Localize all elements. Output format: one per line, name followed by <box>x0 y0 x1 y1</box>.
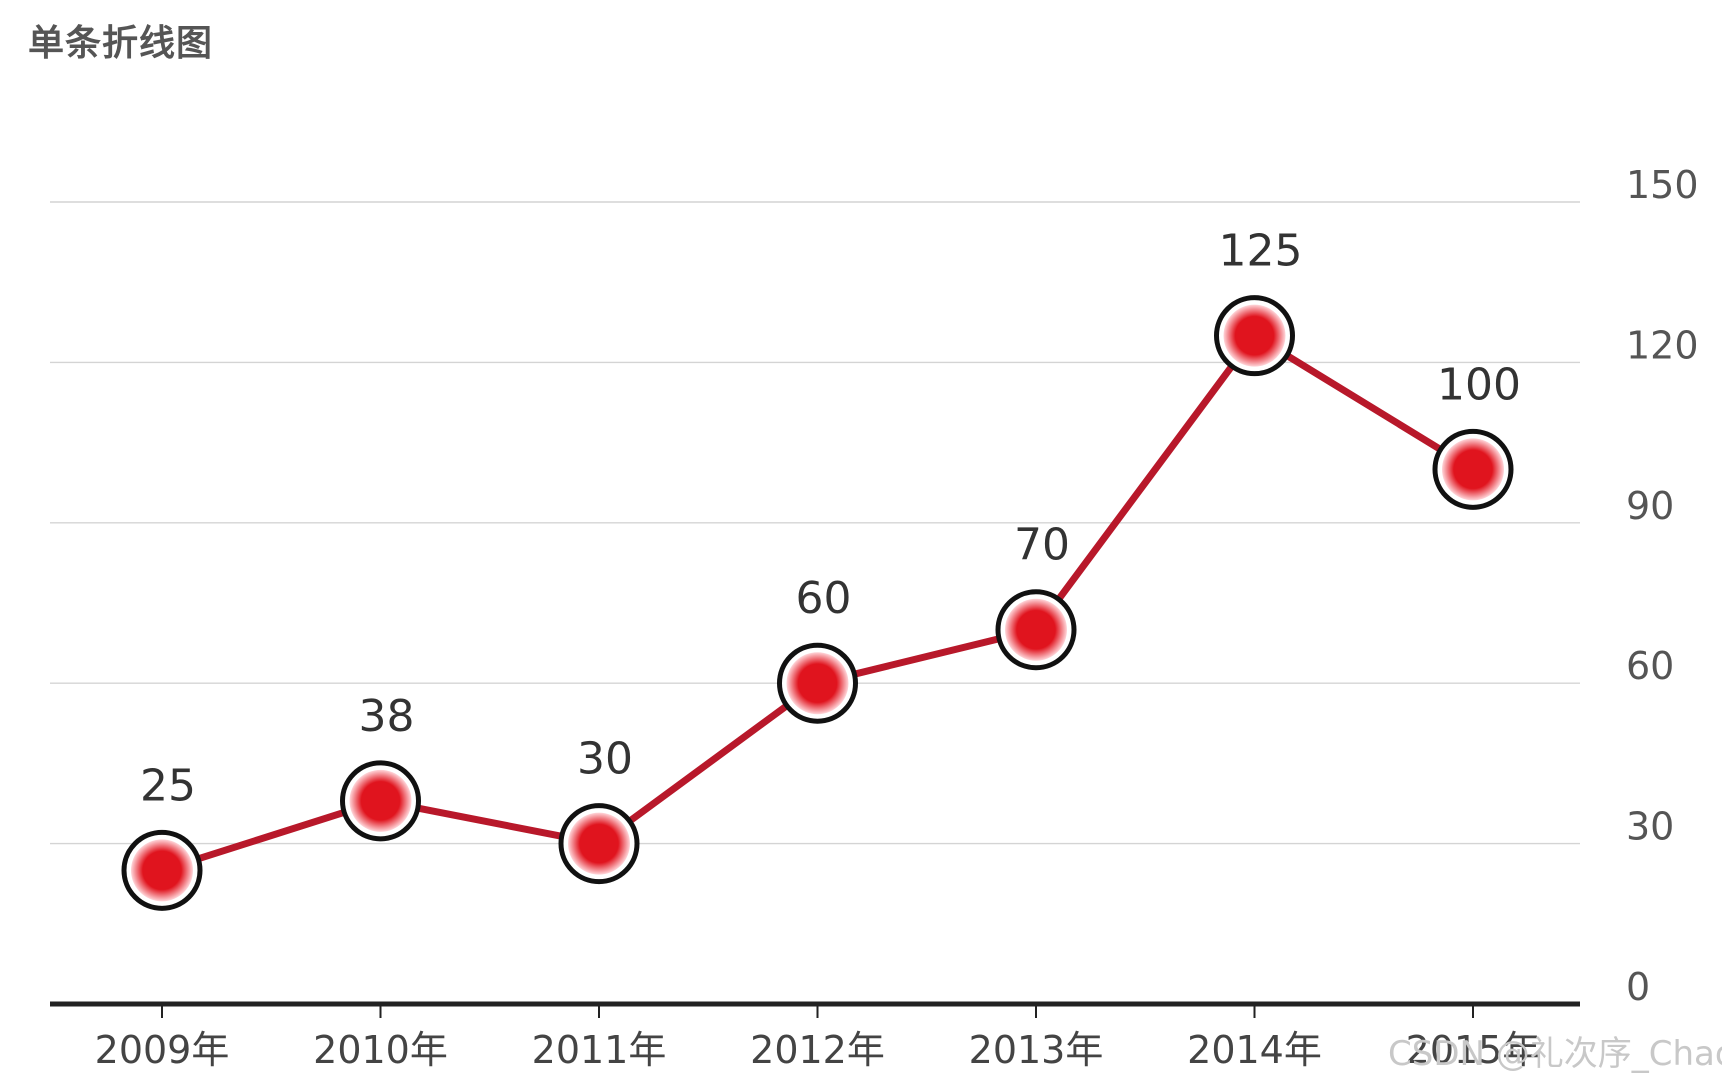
chart-title: 单条折线图 <box>28 23 214 64</box>
y-tick-label-60: 60 <box>1626 644 1674 688</box>
marker-dot-0 <box>131 839 193 902</box>
data-point-2 <box>558 803 640 885</box>
watermark: CSDN @礼次序_Chaos <box>1388 1034 1722 1074</box>
x-tick-label-1: 2010年 <box>313 1028 448 1072</box>
marker-dot-4 <box>1005 598 1067 661</box>
y-axis-labels: 0 30 60 90 120 150 <box>1626 163 1699 1009</box>
x-tick-label-4: 2013年 <box>969 1028 1104 1072</box>
y-tick-label-120: 120 <box>1626 323 1699 367</box>
data-labels: 25 38 30 60 70 125 100 <box>140 226 1521 812</box>
x-tick-label-6: 2015年 <box>1406 1028 1541 1072</box>
marker-dot-6 <box>1442 438 1504 501</box>
data-point-1 <box>340 760 421 842</box>
x-tick-label-5: 2014年 <box>1187 1028 1322 1072</box>
y-tick-label-90: 90 <box>1626 484 1674 528</box>
data-label-0: 25 <box>140 760 196 811</box>
x-axis-labels: 2009年 2010年 2011年 2012年 2013年 2014年 2015年 <box>95 1028 1541 1072</box>
marker-dot-1 <box>349 769 412 832</box>
data-label-3: 60 <box>796 573 852 624</box>
data-label-4: 70 <box>1014 520 1070 571</box>
data-label-6: 100 <box>1437 359 1521 410</box>
y-tick-label-150: 150 <box>1626 163 1699 207</box>
x-tick-label-0: 2009年 <box>95 1028 230 1072</box>
x-tick-label-3: 2012年 <box>750 1028 885 1072</box>
y-tick-label-30: 30 <box>1626 805 1674 849</box>
data-point-6 <box>1432 428 1514 510</box>
marker-dot-5 <box>1223 304 1286 367</box>
marker-dot-2 <box>568 812 630 875</box>
y-tick-label-0: 0 <box>1626 965 1650 1009</box>
data-point-0 <box>121 829 203 911</box>
data-point-5 <box>1214 295 1295 377</box>
data-label-2: 30 <box>577 734 633 785</box>
markers <box>121 295 1514 911</box>
data-point-4 <box>995 589 1077 671</box>
x-axis <box>50 1001 1580 1018</box>
data-label-5: 125 <box>1219 226 1303 277</box>
data-point-3 <box>777 642 858 724</box>
data-label-1: 38 <box>359 691 415 742</box>
x-tick-label-2: 2011年 <box>532 1028 667 1072</box>
marker-dot-3 <box>786 652 849 715</box>
gridlines <box>50 201 1580 845</box>
